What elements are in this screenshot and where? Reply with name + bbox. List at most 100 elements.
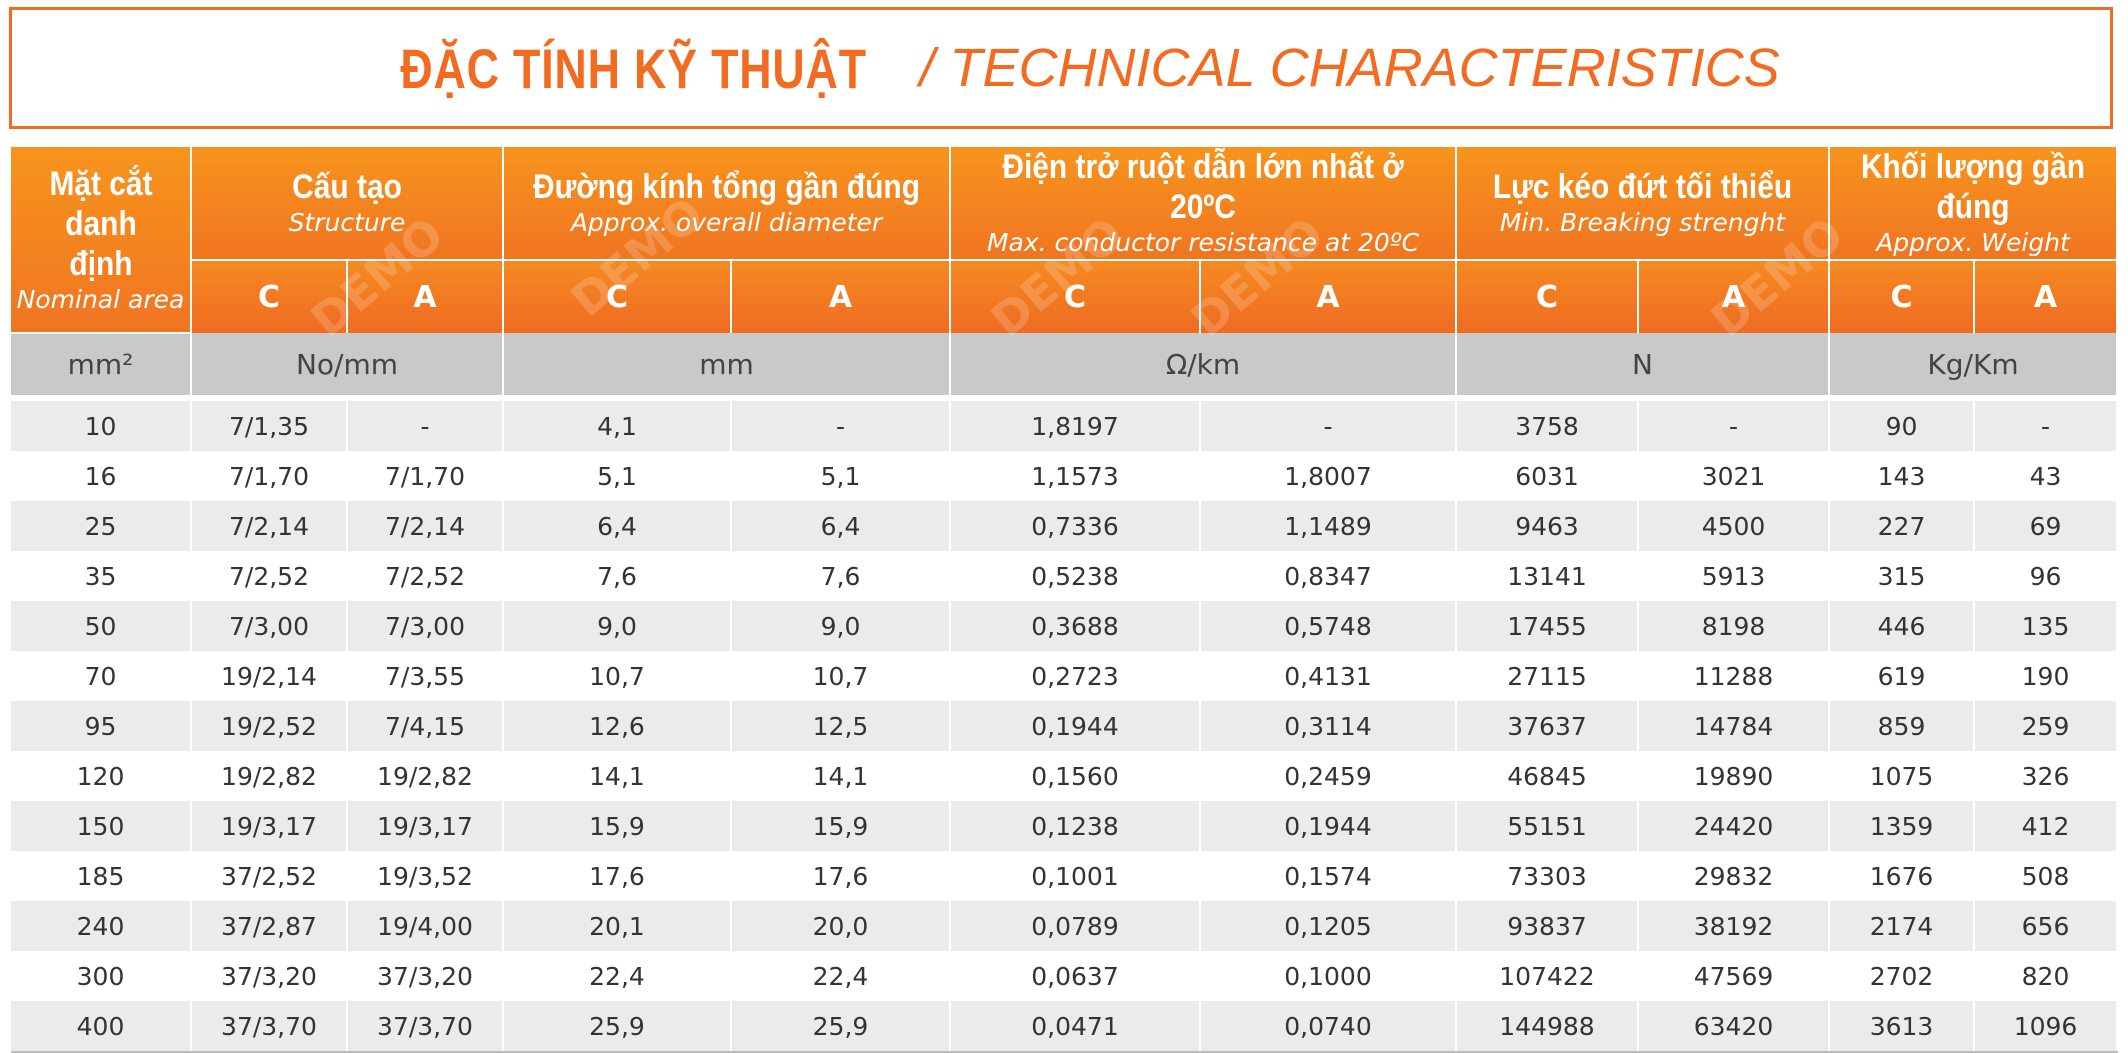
unit: N [1456,333,1831,401]
sub-header: A [1200,260,1457,333]
cell: 0,1944 [1200,801,1457,851]
cell: 90 [1829,398,1976,451]
data-row: 300 37/3,20 37/3,20 22,4 22,4 0,0637 0,1000 107… [11,951,2119,1001]
cell: 150 [11,801,192,851]
cell: 0,1560 [950,751,1201,801]
cell: 5913 [1638,551,1831,601]
cell: 9,0 [731,601,951,651]
sub-header: C [1456,260,1639,333]
units-row: mm² No/mm mm Ω/km N Kg/Km [11,333,2119,401]
cell: 3613 [1829,1001,1976,1053]
cell: - [1638,398,1831,451]
cell: 50 [11,601,192,651]
cell: 73303 [1456,851,1639,901]
cell: 2702 [1829,951,1976,1001]
cell: 10,7 [503,651,732,701]
cell: 4,1 [503,398,732,451]
cell: 20,1 [503,901,732,951]
cell: 1,1489 [1200,501,1457,551]
header-vi: Mặt cắt danh định [48,164,153,283]
cell: 656 [1974,901,2119,951]
cell: 1,8007 [1200,451,1457,501]
cell: 37637 [1456,701,1639,751]
header-vi: Đường kính tổng gần đúng [533,168,920,206]
cell: 19/2,82 [191,751,348,801]
cell: 0,1944 [950,701,1201,751]
cell: 9,0 [503,601,732,651]
cell: 27115 [1456,651,1639,701]
cell: 7/2,14 [347,501,504,551]
cell: 1075 [1829,751,1976,801]
sub-header: C [503,260,732,333]
cell: 0,3114 [1200,701,1457,751]
cell: 412 [1974,801,2119,851]
cell: 7,6 [503,551,732,601]
sub-header: C [191,260,348,333]
cell: 0,1205 [1200,901,1457,951]
cell: 300 [11,951,192,1001]
cell: 1,1573 [950,451,1201,501]
first-header: Mặt cắt danh định Nominal area [11,147,192,334]
cell: - [347,398,504,451]
cell: 19890 [1638,751,1831,801]
cell: 19/4,00 [347,901,504,951]
cell: 7/1,35 [191,398,348,451]
cell: 25 [11,501,192,551]
cell: 55151 [1456,801,1639,851]
unit: mm [503,333,951,401]
cell: 29832 [1638,851,1831,901]
cell: 19/2,82 [347,751,504,801]
data-row: 70 19/2,14 7/3,55 10,7 10,7 0,2723 0,4131 27115… [11,651,2119,701]
cell: 7/1,70 [347,451,504,501]
cell: 47569 [1638,951,1831,1001]
cell: 1096 [1974,1001,2119,1053]
cell: 95 [11,701,192,751]
cell: 70 [11,651,192,701]
cell: 4500 [1638,501,1831,551]
group-header: Điện trở ruột dẫn lớn nhất ở 20ºC Max. co… [950,147,1457,261]
cell: 0,1574 [1200,851,1457,901]
cell: 2174 [1829,901,1976,951]
cell: 107422 [1456,951,1639,1001]
spec-table: Mặt cắt danh định Nominal area Cấu tạo St… [11,147,2119,1053]
title-sub: / TECHNICAL CHARACTERISTICS [919,38,1780,98]
cell: 315 [1829,551,1976,601]
cell: 19/2,14 [191,651,348,701]
cell: 185 [11,851,192,901]
cell: 6,4 [503,501,732,551]
cell: 400 [11,1001,192,1053]
cell: 25,9 [503,1001,732,1053]
cell: 1,8197 [950,398,1201,451]
cell: 7/3,00 [191,601,348,651]
cell: 19/3,17 [191,801,348,851]
data-row: 120 19/2,82 19/2,82 14,1 14,1 0,1560 0,2459 468… [11,751,2119,801]
cell: 46845 [1456,751,1639,801]
group-header: Khối lượng gần đúng Approx. Weight [1829,147,2119,261]
table-body: mm² No/mm mm Ω/km N Kg/Km 10 7/1,35-4,1-1,8197… [11,333,2119,1053]
data-row: 16 7/1,70 7/1,70 5,1 5,1 1,1573 1,8007 6031 3021… [11,451,2119,501]
cell: 135 [1974,601,2119,651]
cell: 240 [11,901,192,951]
group-header-row: Mặt cắt danh định Nominal area Cấu tạo St… [11,147,2119,334]
cell: 16 [11,451,192,501]
group-header: Đường kính tổng gần đúng Approx. overall … [503,147,951,261]
cell: 37/3,70 [191,1001,348,1053]
cell: 9463 [1456,501,1639,551]
group-header: Lực kéo đứt tối thiểu Min. Breaking stren… [1456,147,1831,261]
data-row: 240 37/2,87 19/4,00 20,1 20,0 0,0789 0,1205 938… [11,901,2119,951]
cell: 0,0740 [1200,1001,1457,1053]
cell: 37/3,70 [347,1001,504,1053]
cell: 508 [1974,851,2119,901]
cell: 619 [1829,651,1976,701]
cell: 259 [1974,701,2119,751]
cell: 7/2,14 [191,501,348,551]
cell: 0,0471 [950,1001,1201,1053]
cell: 7/2,52 [191,551,348,601]
title-box: ĐẶC TÍNH KỸ THUẬT / TECHNICAL CHARACTERI… [9,7,2113,129]
cell: 96 [1974,551,2119,601]
data-row: 50 7/3,00 7/3,00 9,0 9,0 0,3688 0,5748 17455 819… [11,601,2119,651]
data-row: 95 19/2,52 7/4,15 12,6 12,5 0,1944 0,3114 37637… [11,701,2119,751]
